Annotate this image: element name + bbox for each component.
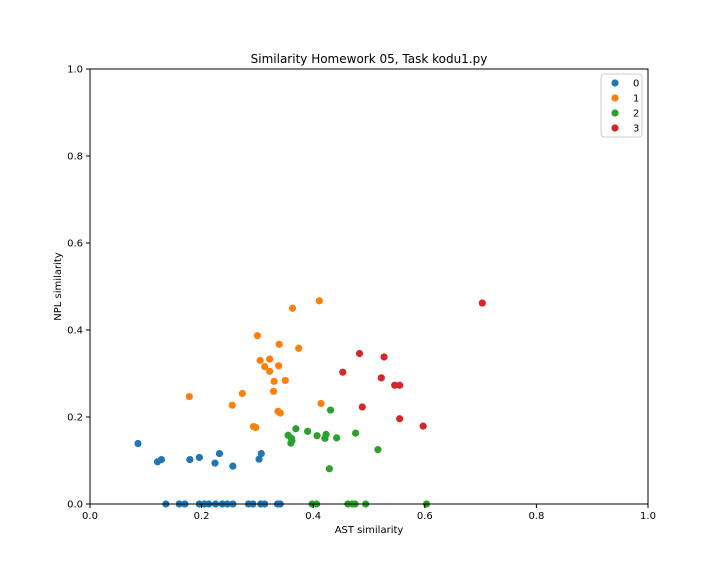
y-tick-label: 0.0	[67, 500, 83, 511]
data-point-series-2	[374, 446, 382, 454]
plot-frame	[89, 68, 649, 505]
data-point-series-1	[185, 392, 193, 401]
data-point-series-0	[229, 462, 237, 470]
data-point-series-3	[391, 381, 399, 389]
data-point-series-1	[261, 362, 269, 371]
data-point-series-0	[134, 439, 142, 448]
x-tick-label: 1.0	[640, 511, 656, 522]
y-tick-label: 0.4	[67, 326, 83, 337]
data-point-series-3	[478, 299, 486, 307]
data-point-series-3	[377, 374, 385, 382]
data-point-series-2	[325, 465, 333, 473]
data-point-series-1	[228, 401, 236, 409]
data-point-series-1	[295, 344, 303, 352]
data-point-series-3	[355, 349, 364, 358]
data-point-series-0	[186, 456, 194, 464]
data-point-series-1	[266, 367, 274, 375]
legend-label-3: 3	[633, 124, 639, 135]
y-tick-label: 0.8	[67, 152, 83, 163]
legend-marker-3	[611, 124, 619, 132]
data-point-series-1	[275, 362, 283, 370]
data-point-series-2	[333, 434, 341, 442]
data-point-series-1	[256, 356, 264, 365]
legend-marker-2	[611, 109, 619, 117]
points-layer	[134, 297, 486, 508]
data-point-series-1	[315, 297, 323, 305]
data-point-series-1	[276, 409, 284, 417]
y-tick-label: 1.0	[67, 65, 83, 76]
data-point-series-1	[252, 423, 260, 432]
chart-title: Similarity Homework 05, Task kodu1.py	[251, 52, 488, 66]
data-point-series-1	[269, 387, 278, 395]
data-point-series-1	[275, 340, 283, 348]
data-point-series-1	[266, 355, 274, 363]
data-point-series-1	[270, 377, 278, 385]
x-tick-label: 0.0	[82, 511, 98, 522]
legend-marker-1	[611, 94, 619, 102]
x-tick-label: 0.4	[305, 511, 321, 522]
legend-marker-0	[611, 79, 619, 87]
data-point-series-3	[419, 422, 427, 430]
legend-label-2: 2	[633, 109, 639, 120]
y-axis-label: NPL similarity	[53, 252, 64, 320]
data-point-series-2	[292, 425, 300, 433]
legend-box	[600, 73, 643, 138]
data-point-series-1	[288, 304, 297, 312]
data-point-series-3	[396, 381, 404, 389]
data-point-series-0	[195, 453, 203, 462]
x-tick-label: 0.6	[417, 511, 433, 522]
data-point-series-1	[253, 332, 261, 340]
data-point-series-2	[322, 430, 330, 438]
legend-label-0: 0	[633, 79, 639, 90]
x-tick-label: 0.2	[194, 511, 210, 522]
data-point-series-3	[358, 403, 366, 411]
y-axis: 0.0 0.2 0.4 0.6 0.8 1.0	[67, 65, 90, 511]
x-axis: 0.0 0.2 0.4 0.6 0.8 1.0	[82, 504, 656, 522]
data-point-series-3	[396, 415, 404, 423]
y-tick-label: 0.6	[67, 239, 83, 250]
data-point-series-2	[304, 427, 312, 435]
data-point-series-1	[238, 389, 246, 398]
data-point-series-1	[281, 376, 289, 385]
x-axis-label: AST similarity	[335, 525, 404, 536]
data-point-series-2	[352, 429, 360, 437]
legend: 0 1 2 3	[600, 73, 643, 138]
data-point-series-3	[380, 353, 388, 361]
data-point-series-0	[211, 459, 219, 467]
legend-label-1: 1	[633, 94, 639, 105]
data-point-series-2	[326, 406, 335, 414]
data-point-series-0	[157, 456, 166, 464]
data-point-series-0	[257, 449, 265, 458]
x-tick-label: 0.8	[528, 511, 544, 522]
y-tick-label: 0.2	[67, 413, 83, 424]
data-point-series-2	[288, 436, 296, 445]
data-point-series-3	[339, 368, 347, 376]
data-point-series-2	[313, 432, 321, 440]
data-point-series-1	[317, 399, 325, 408]
data-point-series-0	[215, 449, 224, 458]
data-point-series-0	[255, 455, 263, 463]
